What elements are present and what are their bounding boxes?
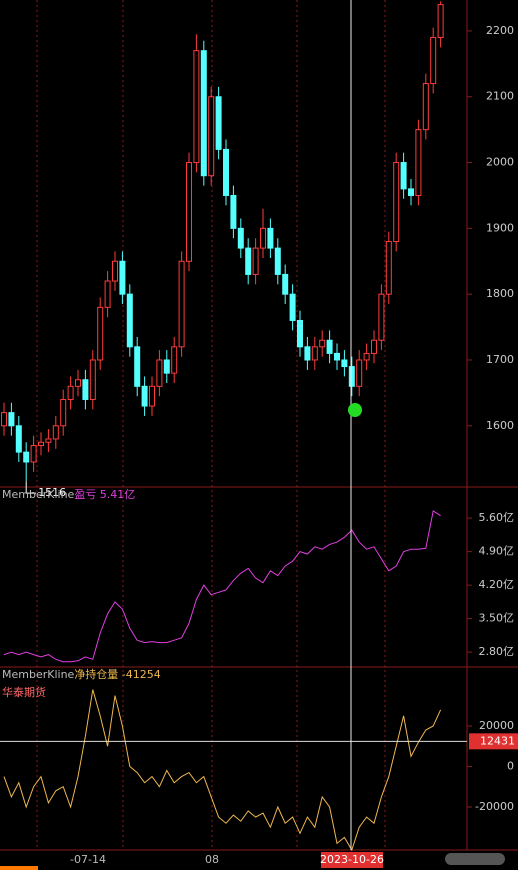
candle-body	[237, 227, 244, 249]
candle-body	[274, 247, 281, 275]
candle-body	[260, 227, 266, 249]
candle-body	[356, 359, 363, 387]
candle-body	[282, 273, 289, 295]
candle-body	[341, 359, 348, 368]
candle-body	[297, 319, 303, 348]
y-tick-label: 2100	[486, 90, 514, 103]
candle-body	[104, 280, 111, 308]
candle-body	[45, 438, 52, 443]
y-tick-label: 2200	[486, 24, 514, 37]
data-line	[3, 689, 442, 852]
candle-body	[400, 162, 407, 190]
candle-body	[30, 445, 37, 463]
candle-body	[60, 398, 67, 427]
y-tick-label: 3.50亿	[479, 612, 515, 625]
candle-body	[23, 451, 30, 463]
y-tick-label: 2.80亿	[479, 645, 515, 658]
signal-marker	[348, 403, 362, 417]
candle-body	[215, 96, 222, 150]
panel-title: MemberKline净持仓量 -41254	[2, 667, 161, 681]
candle-body	[193, 50, 200, 164]
candle-body	[112, 260, 118, 282]
candle-body	[119, 260, 126, 295]
x-tick-label: 2023-10-26	[320, 853, 384, 866]
candle-body	[126, 293, 133, 348]
candle-body	[378, 293, 385, 341]
y-tick-label: 20000	[479, 719, 514, 732]
candle-body	[371, 339, 377, 354]
x-tick-label: -07-14	[70, 853, 106, 866]
candle-body	[38, 441, 44, 447]
candle-body	[408, 188, 414, 196]
candle-body	[326, 339, 333, 354]
candle-body	[97, 306, 104, 361]
candle-body	[252, 247, 259, 275]
y-tick-label: -20000	[475, 800, 514, 813]
title-prefix: MemberKline	[2, 668, 75, 681]
y-tick-label: 0	[507, 759, 514, 772]
candle-body	[223, 148, 229, 196]
title-value: 净持仓量 -41254	[74, 667, 160, 681]
y-tick-label: 1700	[486, 353, 514, 366]
x-label-box	[321, 852, 383, 868]
candle-body	[319, 339, 326, 348]
frame	[0, 0, 518, 851]
candle-body	[422, 83, 429, 131]
y-tick-label: 1800	[486, 287, 514, 300]
candle-body	[334, 352, 340, 361]
candle-body	[230, 194, 237, 229]
y-tick-label: 1600	[486, 419, 514, 432]
scroll-indicator	[0, 866, 38, 870]
candle-body	[156, 359, 163, 387]
candle-body	[245, 247, 252, 275]
candle-body	[89, 359, 96, 400]
candle-body	[208, 96, 215, 177]
panel-title: MemberKline盈亏 5.41亿	[2, 488, 135, 501]
y-tick-label: 1900	[486, 221, 514, 234]
candle-body	[134, 346, 141, 387]
scrollbar[interactable]	[445, 853, 505, 865]
x-tick-label: 08	[205, 853, 219, 866]
candle-body	[52, 425, 59, 440]
candle-body	[393, 162, 400, 243]
candle-body	[149, 385, 155, 407]
low-label: 1516	[38, 486, 66, 499]
y-tick-label: 2000	[486, 156, 514, 169]
candle-body	[75, 379, 81, 387]
y-tick-label: 4.20亿	[479, 578, 515, 591]
candle-body	[430, 37, 437, 85]
candle-body	[8, 412, 15, 427]
candle-body	[163, 359, 170, 374]
crosshair-box	[469, 733, 518, 750]
candle-body	[385, 241, 392, 295]
candle-body	[437, 4, 444, 39]
candle-body	[415, 129, 422, 196]
candle-body	[311, 346, 318, 361]
title-value: 盈亏 5.41亿	[74, 488, 135, 501]
y-tick-label: 4.90亿	[479, 545, 515, 558]
candle-body	[363, 352, 370, 361]
y-tick-label: 5.60亿	[479, 511, 515, 524]
candle-body	[171, 346, 178, 374]
annotation-pointer	[25, 481, 37, 494]
candle-body	[289, 293, 296, 321]
candle-body	[186, 162, 192, 262]
crosshair-label: 12431	[480, 734, 515, 747]
candle-body	[304, 346, 311, 361]
candle-body	[200, 50, 207, 177]
panel-subtitle: 华泰期货	[2, 685, 46, 699]
candle-body	[1, 412, 7, 427]
candle-body	[15, 425, 22, 453]
candle-body	[82, 379, 89, 400]
candle-body	[348, 366, 355, 387]
candle-body	[178, 260, 185, 348]
candle-body	[141, 385, 148, 407]
candle-body	[67, 385, 74, 400]
data-line	[3, 510, 441, 663]
candle-body	[267, 227, 274, 249]
title-prefix: MemberKline	[2, 488, 75, 501]
